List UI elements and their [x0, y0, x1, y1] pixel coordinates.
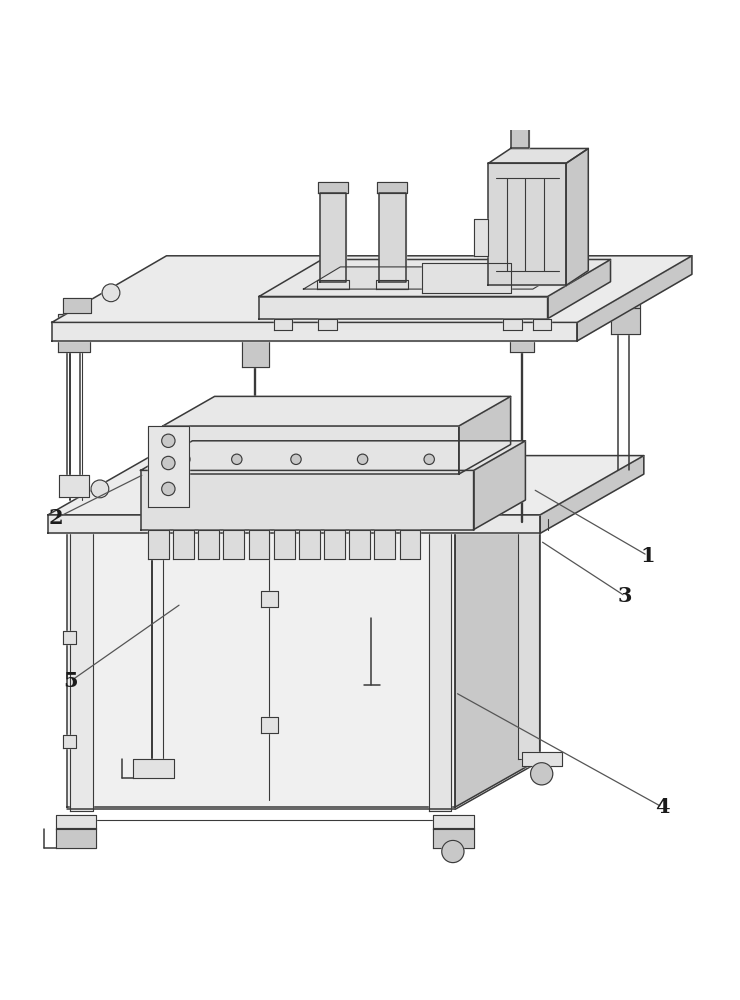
Polygon shape [63, 298, 91, 313]
Polygon shape [433, 814, 474, 829]
Polygon shape [56, 814, 96, 829]
Polygon shape [141, 470, 474, 530]
Circle shape [180, 454, 190, 464]
Polygon shape [400, 530, 420, 559]
Text: 1: 1 [640, 546, 655, 566]
Circle shape [442, 840, 464, 863]
Polygon shape [249, 530, 269, 559]
Polygon shape [540, 456, 644, 533]
Polygon shape [429, 515, 451, 811]
Polygon shape [502, 67, 539, 104]
Polygon shape [52, 322, 577, 341]
Polygon shape [377, 182, 407, 193]
Polygon shape [198, 530, 219, 559]
Polygon shape [58, 314, 90, 330]
Circle shape [161, 434, 175, 447]
Polygon shape [59, 475, 89, 497]
Polygon shape [223, 530, 244, 559]
Polygon shape [488, 148, 588, 163]
Polygon shape [173, 530, 194, 559]
Polygon shape [518, 470, 539, 759]
Polygon shape [379, 193, 406, 282]
Polygon shape [274, 319, 292, 330]
Polygon shape [455, 470, 540, 807]
Polygon shape [56, 828, 96, 848]
Polygon shape [163, 396, 511, 426]
Polygon shape [70, 515, 92, 811]
Polygon shape [58, 330, 90, 352]
Text: 3: 3 [618, 586, 633, 606]
Polygon shape [67, 470, 540, 518]
Polygon shape [320, 193, 346, 282]
Polygon shape [148, 426, 189, 507]
Circle shape [161, 482, 175, 496]
Polygon shape [566, 148, 588, 285]
Polygon shape [474, 219, 488, 256]
Polygon shape [261, 717, 278, 733]
Circle shape [291, 454, 301, 464]
Polygon shape [610, 308, 640, 334]
Circle shape [102, 284, 120, 302]
Text: 5: 5 [63, 671, 78, 691]
Polygon shape [324, 530, 345, 559]
Polygon shape [148, 530, 169, 559]
Circle shape [91, 480, 109, 498]
Polygon shape [303, 267, 570, 289]
Polygon shape [577, 256, 692, 341]
Text: 2: 2 [48, 508, 63, 528]
Polygon shape [488, 163, 566, 285]
Circle shape [531, 763, 553, 785]
Polygon shape [48, 515, 540, 533]
Circle shape [249, 473, 262, 486]
Polygon shape [433, 828, 474, 848]
Polygon shape [259, 296, 548, 319]
Polygon shape [548, 259, 610, 319]
Polygon shape [259, 259, 610, 296]
Polygon shape [274, 530, 295, 559]
Polygon shape [242, 334, 269, 367]
Polygon shape [141, 441, 525, 470]
Polygon shape [261, 591, 278, 607]
Circle shape [232, 454, 242, 464]
Polygon shape [63, 735, 76, 748]
Polygon shape [522, 752, 562, 766]
Polygon shape [510, 319, 534, 352]
Polygon shape [63, 631, 76, 644]
Polygon shape [422, 263, 511, 293]
Text: 4: 4 [655, 797, 670, 817]
Polygon shape [318, 319, 337, 330]
Polygon shape [163, 426, 459, 474]
Circle shape [409, 465, 427, 483]
Polygon shape [376, 280, 408, 289]
Polygon shape [349, 530, 370, 559]
Polygon shape [610, 294, 640, 308]
Polygon shape [511, 104, 528, 148]
Circle shape [161, 456, 175, 470]
Polygon shape [459, 396, 511, 474]
Polygon shape [67, 518, 455, 807]
Polygon shape [133, 759, 174, 778]
Polygon shape [503, 319, 522, 330]
Polygon shape [474, 441, 525, 530]
Circle shape [357, 454, 368, 464]
Polygon shape [374, 530, 395, 559]
Circle shape [457, 262, 475, 279]
Polygon shape [52, 256, 692, 322]
Circle shape [424, 454, 434, 464]
Polygon shape [317, 280, 349, 289]
Polygon shape [48, 456, 644, 515]
Polygon shape [299, 530, 320, 559]
Polygon shape [533, 319, 551, 330]
Polygon shape [318, 182, 348, 193]
